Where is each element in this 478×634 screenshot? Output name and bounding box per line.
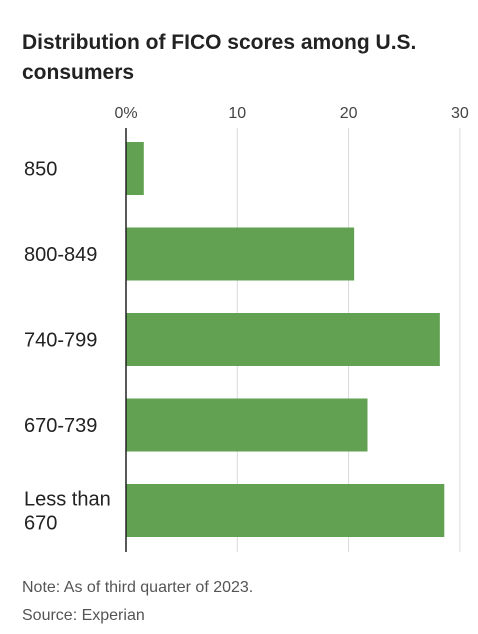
category-label-850: 850 — [24, 159, 57, 181]
chart-title: Distribution of FICO scores among U.S. c… — [22, 31, 417, 84]
tick-label-10: 10 — [228, 105, 246, 122]
bar-800-849 — [126, 227, 355, 281]
category-label-670-739: 670-739 — [24, 415, 97, 437]
category-label-740-799: 740-799 — [24, 330, 97, 352]
bar-670-739 — [126, 398, 368, 452]
tick-label-30: 30 — [451, 105, 469, 122]
tick-label-0: 0% — [114, 105, 137, 122]
chart-source: Source: Experian — [22, 607, 145, 624]
category-labels: 850 800-849 740-799 670-739 Less than 670 — [24, 159, 111, 535]
category-label-800-849: 800-849 — [24, 244, 97, 266]
category-label-less-than-670: Less than 670 — [24, 489, 111, 535]
x-axis-ticks: 0% 10 20 30 — [114, 105, 468, 122]
bar-740-799 — [126, 313, 440, 366]
tick-label-20: 20 — [340, 105, 358, 122]
bars — [126, 142, 445, 537]
bar-850 — [126, 142, 144, 195]
bar-less-than-670 — [126, 484, 445, 537]
chart-note: Note: As of third quarter of 2023. — [22, 579, 254, 596]
